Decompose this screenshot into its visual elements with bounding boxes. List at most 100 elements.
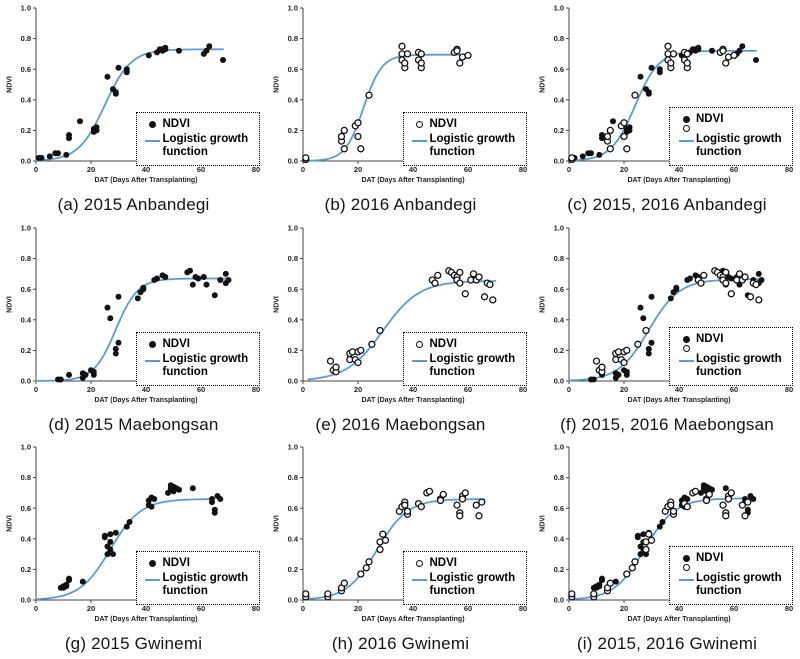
- legend-box: NDVI Logistic growth function: [402, 551, 527, 605]
- y-tick-label: 1.0: [20, 4, 30, 13]
- y-tick-label: 0.8: [554, 473, 564, 482]
- ndvi-open-marker-icon: [682, 124, 690, 132]
- ndvi-point-open: [455, 59, 463, 67]
- ndvi-point-open: [356, 145, 364, 153]
- y-tick-label: 0.4: [20, 315, 31, 324]
- ndvi-point-filled: [148, 503, 154, 510]
- subplot-e-canvas: 0.0 0.2 0.4 0.6 0.8 1.0 0 20 40 60 80 NDVI DAT (Days…: [273, 224, 527, 404]
- x-tick-label: 60: [196, 385, 204, 394]
- ndvi-point-filled: [164, 489, 171, 496]
- ndvi-point-open: [439, 490, 447, 499]
- x-tick-label: 40: [141, 385, 149, 394]
- subplot-caption: (e) 2016 Maebongsan: [315, 415, 486, 434]
- ndvi-point-open: [631, 558, 639, 566]
- ndvi-point-open: [331, 363, 340, 371]
- x-tick-label: 80: [251, 165, 259, 174]
- ndvi-point-open: [683, 503, 691, 511]
- y-tick-label: 0.0: [20, 157, 30, 166]
- y-tick-label: 0.2: [287, 126, 297, 135]
- logistic-line-icon: [145, 359, 160, 363]
- ndvi-point-open: [301, 154, 309, 162]
- x-tick-label: 60: [463, 165, 471, 174]
- ndvi-point-open: [746, 293, 755, 301]
- y-tick-label: 0.2: [20, 565, 30, 574]
- subplot-h-canvas: 0.0 0.2 0.4 0.6 0.8 1.0 0 20 40 60 80 NDVI DAT (Days…: [273, 443, 527, 623]
- ndvi-point-filled: [753, 57, 759, 63]
- ndvi-point-open: [744, 498, 752, 506]
- ndvi-point-filled: [109, 551, 116, 558]
- ndvi-point-filled: [640, 531, 647, 538]
- ndvi-point-open: [700, 271, 708, 280]
- ndvi-point-filled: [189, 281, 196, 288]
- ndvi-point-open: [669, 507, 678, 515]
- subplot-a-canvas: 0.0 0.2 0.4 0.6 0.8 1.0 0 20 40 60 80 NDVI DAT (Days…: [6, 4, 260, 184]
- ndvi-point-open: [417, 50, 425, 58]
- y-axis-label: NDVI: [6, 296, 13, 313]
- y-tick-label: 0.8: [20, 254, 30, 263]
- ndvi-point-open: [474, 273, 483, 281]
- ndvi-point-open: [340, 579, 348, 587]
- subplot-caption: (c) 2015, 2016 Anbandegi: [567, 195, 767, 214]
- ndvi-point-open: [461, 290, 469, 298]
- x-tick-label: 20: [620, 385, 628, 394]
- y-tick-label: 0.0: [287, 596, 297, 605]
- ndvi-point-filled: [216, 496, 223, 502]
- ndvi-point-open: [683, 50, 691, 58]
- ndvi-point-open: [353, 358, 362, 367]
- ndvi-point-open: [719, 501, 727, 509]
- x-tick-label: 60: [730, 385, 738, 394]
- logistic-line-icon: [145, 578, 160, 582]
- x-axis-label: DAT (Days After Transplanting): [94, 616, 197, 623]
- ndvi-point-open: [722, 512, 730, 520]
- x-axis-label: DAT (Days After Transplanting): [627, 397, 730, 404]
- ndvi-point-filled: [750, 496, 757, 502]
- legend-logistic-label: Logistic growth function: [162, 132, 249, 159]
- ndvi-point-open: [364, 558, 373, 566]
- y-tick-label: 0.6: [554, 504, 564, 513]
- ndvi-point-filled: [758, 277, 765, 283]
- ndvi-point-filled: [637, 551, 644, 558]
- y-tick-label: 0.6: [287, 65, 297, 74]
- legend-logistic-label: Logistic growth function: [429, 571, 516, 598]
- y-tick-label: 0.4: [287, 315, 298, 324]
- x-tick-label: 0: [567, 385, 571, 394]
- ndvi-point-open: [364, 91, 373, 99]
- legend-ndvi-label: NDVI: [162, 557, 190, 570]
- ndvi-point-filled: [637, 304, 644, 311]
- ndvi-point-filled: [175, 486, 182, 493]
- ndvi-point-filled: [640, 315, 647, 322]
- ndvi-point-filled: [610, 118, 616, 125]
- ndvi-point-filled: [57, 376, 64, 383]
- ndvi-point-open: [738, 501, 746, 509]
- logistic-line-icon: [412, 359, 427, 363]
- ndvi-point-open: [397, 42, 406, 50]
- x-tick-label: 0: [300, 604, 304, 613]
- ndvi-point-open: [697, 279, 705, 287]
- ndvi-point-open: [645, 530, 653, 538]
- y-tick-label: 0.2: [554, 346, 564, 355]
- ndvi-point-filled: [54, 150, 61, 157]
- y-tick-label: 0.6: [554, 285, 564, 294]
- x-tick-label: 60: [730, 604, 738, 613]
- ndvi-point-open: [722, 59, 730, 67]
- ndvi-point-filled: [612, 578, 619, 585]
- ndvi-point-open: [337, 132, 345, 141]
- ndvi-point-open: [381, 536, 389, 544]
- y-tick-label: 0.2: [20, 126, 30, 135]
- ndvi-point-open: [628, 564, 636, 572]
- subplot-b: 0.0 0.2 0.4 0.6 0.8 1.0 0 20 40 60 80 NDVI DAT (Days…: [267, 0, 534, 220]
- x-tick-label: 20: [86, 385, 94, 394]
- legend-box: NDVI Logistic growth function: [669, 545, 793, 605]
- ndvi-point-open: [634, 340, 642, 348]
- ndvi-point-open: [430, 279, 439, 287]
- ndvi-point-filled: [115, 64, 121, 71]
- ndvi-point-open: [461, 489, 469, 497]
- ndvi-point-open: [592, 357, 601, 365]
- x-tick-label: 80: [251, 385, 259, 394]
- ndvi-point-open: [735, 270, 744, 278]
- ndvi-point-open: [403, 507, 411, 515]
- ndvi-point-open: [452, 47, 461, 55]
- x-tick-label: 80: [785, 165, 793, 174]
- ndvi-point-filled: [219, 57, 226, 63]
- subplot-f-plot-area: 0.0 0.2 0.4 0.6 0.8 1.0 0 20 40 60 80 NDVI DAT (Days…: [536, 220, 798, 414]
